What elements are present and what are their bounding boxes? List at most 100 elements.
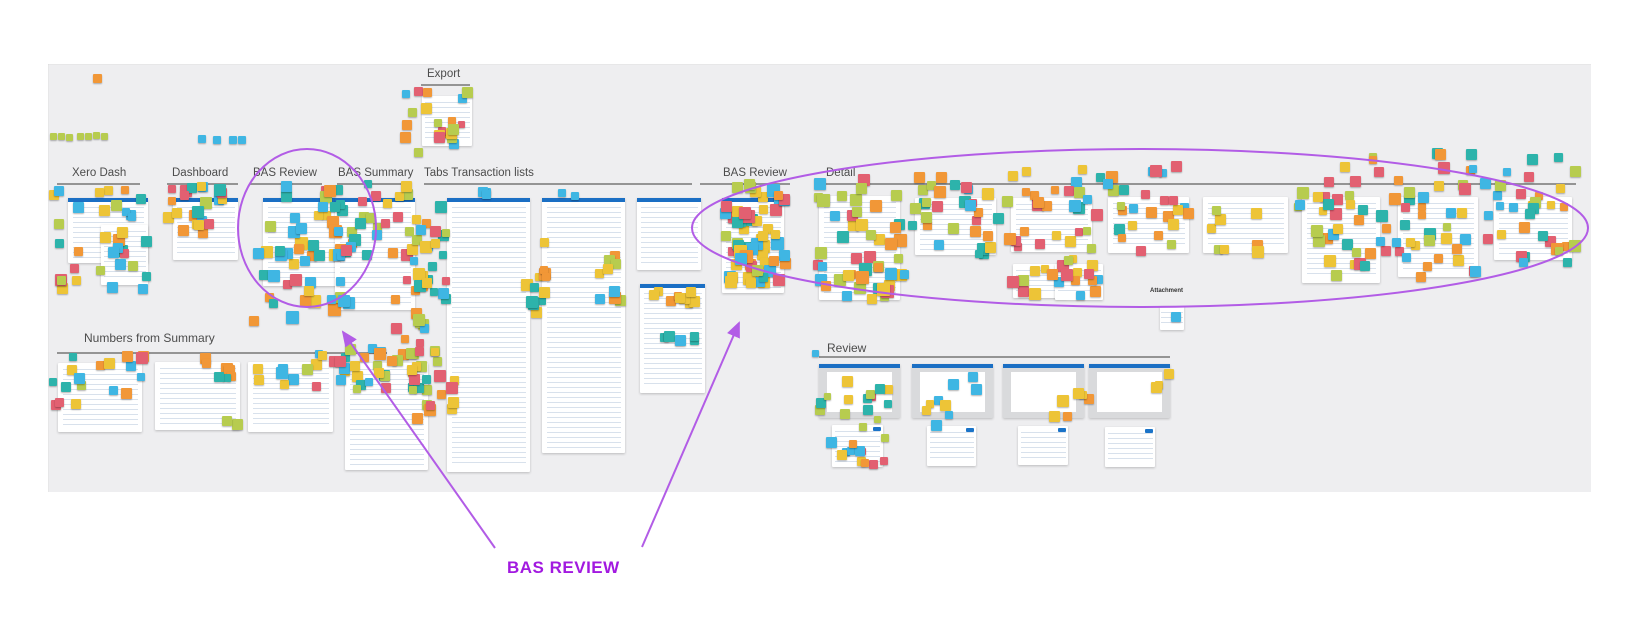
sticky-note[interactable] bbox=[304, 286, 315, 297]
sticky-note[interactable] bbox=[774, 190, 784, 200]
sticky-note[interactable] bbox=[1324, 255, 1337, 268]
sticky-note[interactable] bbox=[935, 171, 947, 183]
sticky-note[interactable] bbox=[689, 295, 701, 307]
sticky-note[interactable] bbox=[108, 246, 120, 258]
sticky-note[interactable] bbox=[70, 264, 80, 274]
sticky-note[interactable] bbox=[1402, 252, 1412, 262]
sticky-note[interactable] bbox=[411, 413, 423, 425]
sticky-note[interactable] bbox=[1118, 233, 1127, 242]
sticky-note[interactable] bbox=[685, 287, 696, 298]
sticky-note[interactable] bbox=[854, 445, 865, 456]
sticky-note[interactable] bbox=[859, 422, 868, 431]
sticky-note[interactable] bbox=[1418, 203, 1427, 212]
sticky-note[interactable] bbox=[1003, 233, 1016, 246]
sticky-note[interactable] bbox=[1373, 166, 1384, 177]
sticky-note[interactable] bbox=[744, 179, 756, 191]
sticky-note[interactable] bbox=[992, 213, 1004, 225]
sticky-note[interactable] bbox=[447, 396, 459, 408]
sticky-note[interactable] bbox=[856, 456, 866, 466]
sticky-note[interactable] bbox=[1493, 190, 1503, 200]
sticky-note[interactable] bbox=[769, 255, 780, 266]
sticky-note[interactable] bbox=[826, 437, 838, 449]
sticky-note[interactable] bbox=[815, 404, 826, 415]
sticky-note[interactable] bbox=[1069, 200, 1082, 213]
sticky-note[interactable] bbox=[448, 116, 457, 125]
sticky-note[interactable] bbox=[222, 416, 233, 427]
sticky-note[interactable] bbox=[371, 229, 382, 240]
sticky-note[interactable] bbox=[1064, 185, 1075, 196]
sticky-note[interactable] bbox=[1391, 237, 1401, 247]
sticky-note[interactable] bbox=[899, 270, 909, 280]
sticky-note[interactable] bbox=[280, 191, 292, 203]
sticky-note[interactable] bbox=[168, 185, 177, 194]
sticky-note[interactable] bbox=[1437, 162, 1450, 175]
sticky-note[interactable] bbox=[869, 199, 882, 212]
sticky-note[interactable] bbox=[253, 374, 264, 385]
sticky-note[interactable] bbox=[852, 207, 863, 218]
sticky-note[interactable] bbox=[1416, 271, 1427, 282]
sticky-note[interactable] bbox=[117, 227, 129, 239]
sticky-note[interactable] bbox=[1394, 176, 1404, 186]
sticky-note[interactable] bbox=[253, 363, 264, 374]
sticky-note[interactable] bbox=[855, 270, 869, 284]
sticky-note[interactable] bbox=[407, 364, 418, 375]
sticky-note[interactable] bbox=[1358, 204, 1369, 215]
sticky-note[interactable] bbox=[217, 194, 227, 204]
sticky-note[interactable] bbox=[178, 224, 190, 236]
sticky-note[interactable] bbox=[1524, 172, 1535, 183]
sticky-note[interactable] bbox=[49, 377, 58, 386]
sticky-note[interactable] bbox=[922, 221, 932, 231]
sticky-note[interactable] bbox=[1399, 220, 1410, 231]
sticky-note[interactable] bbox=[121, 387, 133, 399]
sticky-note[interactable] bbox=[1496, 202, 1505, 211]
sticky-note[interactable] bbox=[213, 136, 221, 144]
sticky-note[interactable] bbox=[1333, 224, 1344, 235]
sticky-note[interactable] bbox=[94, 188, 104, 198]
sticky-note[interactable] bbox=[1182, 208, 1194, 220]
sticky-note[interactable] bbox=[56, 282, 68, 294]
sticky-note[interactable] bbox=[53, 185, 64, 196]
sticky-note[interactable] bbox=[1406, 238, 1416, 248]
sticky-note[interactable] bbox=[383, 198, 393, 208]
sticky-note[interactable] bbox=[675, 292, 686, 303]
sticky-note[interactable] bbox=[1056, 394, 1069, 407]
sticky-note[interactable] bbox=[111, 199, 123, 211]
sticky-note[interactable] bbox=[1062, 412, 1072, 422]
sticky-note[interactable] bbox=[1470, 265, 1482, 277]
sticky-note[interactable] bbox=[829, 210, 840, 221]
sticky-note[interactable] bbox=[824, 393, 832, 401]
sticky-note[interactable] bbox=[299, 255, 310, 266]
sticky-note[interactable] bbox=[193, 220, 204, 231]
sticky-note[interactable] bbox=[648, 290, 659, 301]
sticky-note[interactable] bbox=[401, 334, 410, 343]
sticky-note[interactable] bbox=[529, 282, 539, 292]
sticky-note[interactable] bbox=[412, 215, 422, 225]
sticky-note[interactable] bbox=[1359, 260, 1370, 271]
sticky-note[interactable] bbox=[863, 405, 874, 416]
section-label-attachment[interactable]: Attachment bbox=[1150, 288, 1184, 294]
sticky-note[interactable] bbox=[142, 271, 152, 281]
sticky-note[interactable] bbox=[770, 230, 780, 240]
sticky-note[interactable] bbox=[423, 88, 433, 98]
sticky-note[interactable] bbox=[884, 385, 894, 395]
sticky-note[interactable] bbox=[758, 230, 769, 241]
sticky-note[interactable] bbox=[558, 189, 566, 197]
sticky-note[interactable] bbox=[127, 213, 136, 222]
sticky-note[interactable] bbox=[290, 213, 301, 224]
sticky-note[interactable] bbox=[327, 294, 337, 304]
sticky-note[interactable] bbox=[458, 94, 468, 103]
section-label-bas-review-1[interactable]: BAS Review bbox=[253, 167, 317, 179]
sticky-note[interactable] bbox=[187, 182, 198, 193]
sticky-note[interactable] bbox=[421, 102, 433, 114]
sticky-note[interactable] bbox=[1171, 160, 1183, 172]
sticky-note[interactable] bbox=[921, 211, 933, 223]
sticky-note[interactable] bbox=[74, 246, 83, 256]
sticky-note[interactable] bbox=[61, 381, 72, 392]
sticky-note[interactable] bbox=[428, 261, 438, 271]
sticky-note[interactable] bbox=[526, 296, 539, 309]
sticky-note[interactable] bbox=[930, 420, 942, 432]
sticky-note[interactable] bbox=[280, 380, 290, 390]
sticky-note[interactable] bbox=[435, 201, 448, 214]
sticky-note[interactable] bbox=[269, 298, 279, 308]
sticky-note[interactable] bbox=[446, 382, 459, 395]
